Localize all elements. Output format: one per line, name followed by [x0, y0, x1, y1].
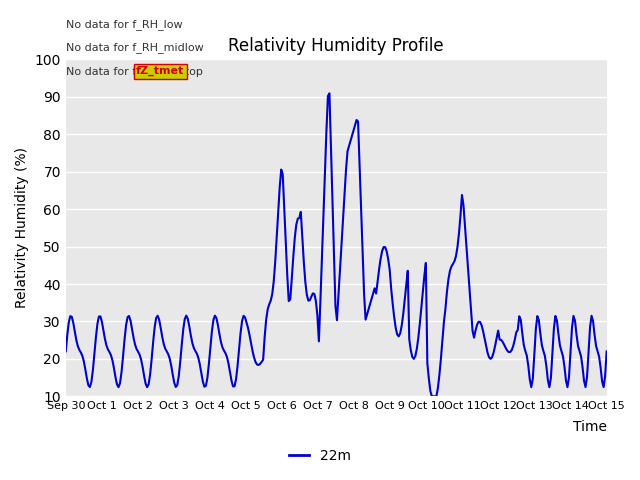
Y-axis label: Relativity Humidity (%): Relativity Humidity (%) [15, 147, 29, 308]
22m [298, 235, 306, 240]
Legend: 22m: 22m [283, 443, 357, 468]
22m [326, 90, 333, 96]
Text: No data for f_RH_low: No data for f_RH_low [66, 19, 182, 30]
22m [62, 348, 70, 354]
22m [603, 348, 611, 354]
Text: No data for f_RH_midtop: No data for f_RH_midtop [66, 66, 203, 77]
X-axis label: Time: Time [573, 420, 607, 434]
22m [250, 355, 258, 360]
22m [428, 394, 436, 399]
Title: Relativity Humidity Profile: Relativity Humidity Profile [228, 37, 444, 55]
Line: 22m: 22m [66, 93, 607, 396]
22m [128, 326, 136, 332]
Text: fZ_tmet: fZ_tmet [136, 66, 184, 76]
Text: No data for f_RH_midlow: No data for f_RH_midlow [66, 43, 204, 53]
22m [241, 314, 249, 320]
22m [575, 348, 583, 354]
22m [223, 354, 231, 360]
